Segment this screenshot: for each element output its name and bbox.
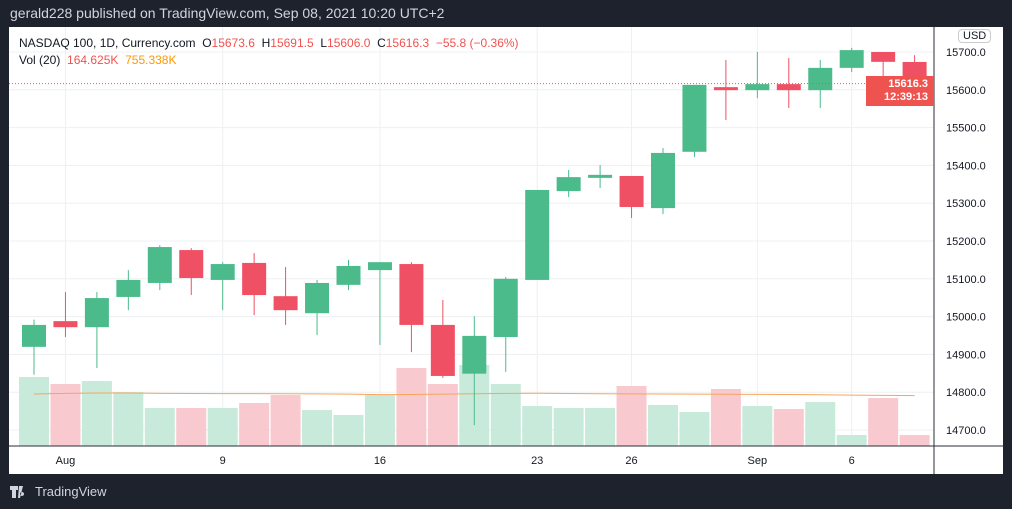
volume-bar bbox=[553, 408, 584, 446]
legend: NASDAQ 100, 1D, Currency.com O15673.6 H1… bbox=[19, 35, 519, 69]
candle-body bbox=[367, 262, 392, 271]
volume-bar bbox=[899, 435, 930, 446]
last-price: 15616.3 bbox=[888, 78, 928, 90]
candle-body bbox=[776, 84, 801, 91]
volume-bar bbox=[773, 409, 804, 446]
volume-bar bbox=[836, 435, 867, 446]
candle-body bbox=[493, 278, 518, 338]
volume-bar bbox=[616, 386, 647, 446]
time-tick: 9 bbox=[220, 455, 226, 467]
candle-body bbox=[462, 335, 487, 374]
candle-body bbox=[336, 265, 361, 285]
candle-body bbox=[556, 177, 581, 192]
price-tick: 15000.0 bbox=[946, 312, 986, 324]
volume-bar bbox=[113, 392, 144, 446]
candle-body bbox=[399, 264, 424, 325]
volume-bar bbox=[364, 395, 395, 446]
currency-button[interactable]: USD bbox=[958, 29, 992, 43]
high-label: H bbox=[261, 36, 271, 50]
chart-canvas[interactable]: 14700.0 14800.0 14900.0 15000.0 15100.0 15200… bbox=[9, 27, 1003, 474]
close-value: 15616.3 bbox=[385, 36, 430, 50]
candle-body bbox=[588, 174, 613, 178]
open-value: 15673.6 bbox=[211, 36, 255, 50]
volume-bar bbox=[19, 377, 49, 446]
candle-body bbox=[682, 84, 707, 152]
price-tick: 15600.0 bbox=[946, 85, 986, 97]
time-tick: 16 bbox=[374, 455, 386, 467]
candle-body bbox=[871, 52, 896, 62]
time-tick: 23 bbox=[531, 455, 543, 467]
tradingview-logo-icon bbox=[10, 485, 25, 498]
volume-bar bbox=[270, 395, 301, 446]
volume-bar bbox=[333, 415, 364, 446]
candle-body bbox=[22, 324, 46, 347]
volume-bar bbox=[710, 389, 741, 446]
time-tick: 26 bbox=[625, 455, 637, 467]
price-tick: 15100.0 bbox=[946, 274, 986, 286]
candle-body bbox=[116, 279, 141, 297]
brand-name: TradingView bbox=[35, 484, 107, 499]
volume-bar bbox=[50, 384, 81, 446]
candle-body bbox=[745, 84, 770, 91]
publish-header: gerald228 published on TradingView.com, … bbox=[10, 5, 445, 21]
volume-bar bbox=[679, 412, 710, 446]
volume-bar bbox=[302, 410, 333, 446]
time-tick: Sep bbox=[748, 455, 768, 467]
volume-bar bbox=[522, 406, 553, 446]
open-label: O bbox=[202, 36, 212, 50]
volume-bar bbox=[742, 406, 773, 446]
volume-bar bbox=[585, 408, 616, 446]
close-label: C bbox=[377, 36, 386, 50]
volume-bar bbox=[176, 408, 207, 446]
volume-bar bbox=[805, 402, 836, 446]
volume-bar bbox=[207, 408, 238, 446]
candle-body bbox=[53, 321, 78, 328]
low-value: 15606.0 bbox=[327, 36, 371, 50]
volume-bar bbox=[868, 398, 899, 446]
volume-bar bbox=[396, 368, 427, 446]
candle-body bbox=[619, 175, 644, 207]
candle-body bbox=[430, 324, 455, 376]
volume-bar bbox=[648, 405, 678, 446]
candle-body bbox=[525, 189, 550, 280]
volume-bar bbox=[239, 403, 270, 446]
tradingview-logo[interactable]: TradingView bbox=[10, 484, 107, 499]
volume-label[interactable]: Vol (20) bbox=[19, 53, 61, 67]
price-tick: 14700.0 bbox=[946, 425, 986, 437]
price-tick: 15200.0 bbox=[946, 236, 986, 248]
change-value: −55.8 (−0.36%) bbox=[435, 36, 519, 50]
volume-bar bbox=[427, 384, 458, 446]
bar-countdown: 12:39:13 bbox=[883, 91, 928, 103]
symbol-info[interactable]: NASDAQ 100, 1D, Currency.com bbox=[19, 36, 196, 50]
price-tick: 15300.0 bbox=[946, 198, 986, 210]
volume-bar bbox=[144, 408, 175, 446]
volume-ma-value: 755.338K bbox=[125, 53, 177, 67]
candle-body bbox=[242, 262, 267, 296]
high-value: 15691.5 bbox=[270, 36, 314, 50]
time-tick: 6 bbox=[849, 455, 855, 467]
price-tick: 14800.0 bbox=[946, 387, 986, 399]
candle-body bbox=[147, 247, 172, 283]
candle-body bbox=[808, 67, 833, 91]
candle-body bbox=[273, 296, 298, 311]
price-tick: 15500.0 bbox=[946, 123, 986, 135]
volume-bar bbox=[81, 381, 112, 446]
volume-value: 164.625K bbox=[67, 53, 119, 67]
volume-bar bbox=[490, 384, 521, 446]
price-tick: 15700.0 bbox=[946, 47, 986, 59]
price-tick: 15400.0 bbox=[946, 160, 986, 172]
price-tick: 14900.0 bbox=[946, 349, 986, 361]
candle-body bbox=[839, 50, 864, 68]
candle-body bbox=[713, 87, 738, 91]
candle-body bbox=[84, 298, 109, 328]
low-label: L bbox=[320, 36, 328, 50]
last-price-label: 15616.3 12:39:13 bbox=[866, 76, 934, 106]
candle-body bbox=[305, 282, 330, 314]
candle-body bbox=[210, 264, 235, 280]
candle-body bbox=[179, 250, 204, 279]
candle-body bbox=[651, 152, 675, 209]
time-tick: Aug bbox=[56, 455, 76, 467]
